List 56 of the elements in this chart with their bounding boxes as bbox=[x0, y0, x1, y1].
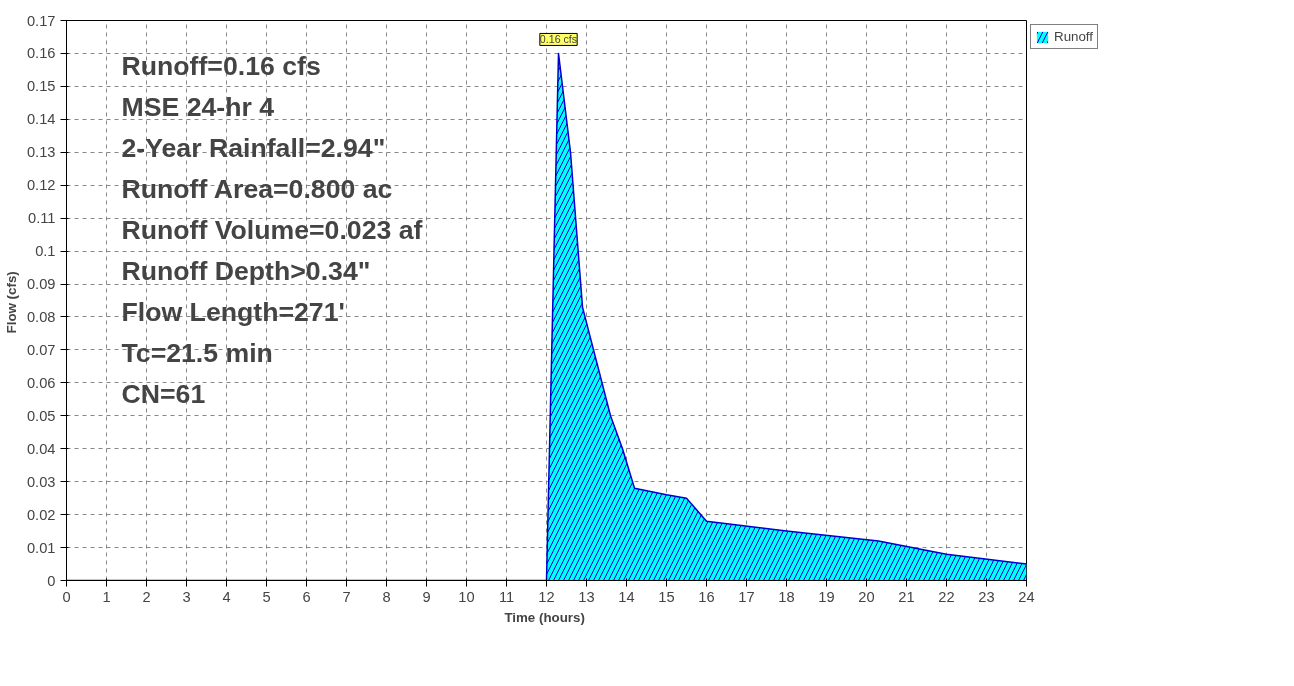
x-tick-label: 12 bbox=[538, 588, 555, 605]
x-tick-label: 13 bbox=[578, 588, 595, 605]
annotation: Runoff Depth>0.34" bbox=[121, 255, 371, 286]
x-tick-label: 2 bbox=[142, 588, 151, 605]
y-tick-label: 0.08 bbox=[26, 308, 56, 325]
legend-label: Runoff bbox=[1054, 29, 1094, 44]
y-tick-label: 0.03 bbox=[26, 473, 56, 490]
x-tick-label: 0 bbox=[62, 588, 71, 605]
x-tick-label: 17 bbox=[738, 588, 755, 605]
annotation: Runoff Volume=0.023 af bbox=[121, 214, 423, 245]
x-tick-label: 22 bbox=[938, 588, 955, 605]
x-tick-label: 1 bbox=[102, 588, 111, 605]
x-tick-label: 14 bbox=[618, 588, 635, 605]
y-tick-label: 0.14 bbox=[26, 111, 56, 128]
x-tick-label: 11 bbox=[498, 588, 515, 605]
y-tick-label: 0 bbox=[47, 572, 56, 589]
y-tick-label: 0.05 bbox=[26, 407, 56, 424]
annotation: 0.16 cfs bbox=[539, 33, 578, 46]
y-tick-label: 0.13 bbox=[26, 144, 56, 161]
x-tick-label: 8 bbox=[382, 588, 391, 605]
x-tick-label: 3 bbox=[182, 588, 191, 605]
annotation: Runoff Area=0.800 ac bbox=[121, 173, 393, 204]
y-tick-label: 0.06 bbox=[26, 374, 56, 391]
annotation: Flow Length=271' bbox=[121, 296, 345, 327]
y-axis-title: Flow (cfs) bbox=[3, 271, 19, 334]
y-tick-label: 0.01 bbox=[26, 539, 56, 556]
x-tick-label: 7 bbox=[342, 588, 351, 605]
x-tick-label: 5 bbox=[262, 588, 271, 605]
y-tick-label: 0.02 bbox=[26, 506, 56, 523]
annotation: 2-Year Rainfall=2.94" bbox=[121, 132, 386, 163]
annotation: Tc=21.5 min bbox=[121, 337, 273, 368]
x-tick-label: 23 bbox=[978, 588, 995, 605]
x-tick-label: 16 bbox=[698, 588, 715, 605]
x-tick-label: 19 bbox=[818, 588, 835, 605]
annotation: Runoff=0.16 cfs bbox=[121, 50, 321, 81]
y-tick-label: 0.11 bbox=[28, 210, 56, 227]
x-tick-label: 4 bbox=[222, 588, 231, 605]
y-tick-label: 0.12 bbox=[26, 177, 56, 194]
y-tick-label: 0.07 bbox=[26, 341, 56, 358]
annotation: MSE 24-hr 4 bbox=[121, 91, 275, 122]
x-tick-label: 24 bbox=[1018, 588, 1035, 605]
y-tick-label: 0.17 bbox=[26, 12, 56, 29]
x-tick-label: 10 bbox=[458, 588, 475, 605]
y-tick-label: 0.1 bbox=[35, 243, 56, 260]
x-tick-label: 20 bbox=[858, 588, 875, 605]
x-tick-label: 9 bbox=[422, 588, 431, 605]
x-axis-title: Time (hours) bbox=[504, 609, 585, 625]
x-tick-label: 21 bbox=[898, 588, 915, 605]
x-tick-label: 6 bbox=[302, 588, 311, 605]
x-tick-label: 15 bbox=[658, 588, 675, 605]
y-tick-label: 0.09 bbox=[26, 276, 56, 293]
annotation: CN=61 bbox=[121, 378, 206, 409]
y-tick-label: 0.16 bbox=[26, 45, 56, 62]
y-tick-label: 0.04 bbox=[26, 440, 56, 457]
y-tick-label: 0.15 bbox=[26, 78, 56, 95]
x-tick-label: 18 bbox=[778, 588, 795, 605]
